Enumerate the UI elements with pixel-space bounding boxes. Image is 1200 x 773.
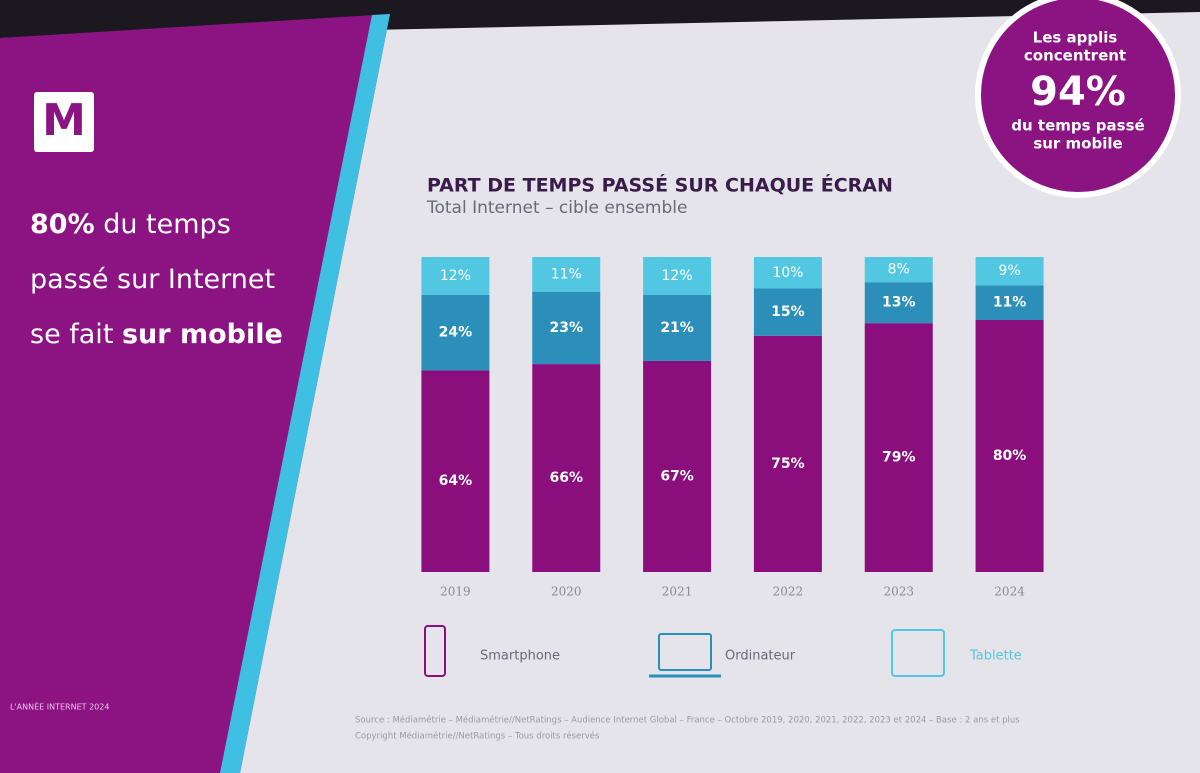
bar-segment [975,257,1044,286]
logo: M [34,92,94,152]
value-label: 11% [551,266,582,282]
value-label: 9% [998,263,1020,279]
source-text: Copyright Médiamétrie//NetRatings – Tous… [355,731,600,742]
value-label: 10% [772,265,803,281]
value-label: 23% [549,320,583,336]
headline-part: 80% [30,209,95,240]
bar-segment [753,257,822,289]
bar-segment [975,320,1044,572]
bar-segment [643,360,712,572]
callout-circle [975,0,1181,198]
bar-segment [421,294,490,371]
callout-figure: 94% [1030,69,1126,115]
source-text: Source : Médiamétrie – Médiamétrie//NetR… [355,715,1020,726]
callout-text: Les applis [1033,29,1118,47]
legend-icon [891,629,945,677]
legend-label: Tablette [969,649,1022,664]
bar-segment [753,335,822,572]
callout-text: concentrent [1024,47,1126,65]
bar-segment [975,285,1044,320]
x-tick-label: 2024 [994,585,1025,599]
footer: L'ANNÉE INTERNET 2024 [10,701,109,712]
x-tick-label: 2019 [440,585,471,599]
callout-text: du temps passé [1011,117,1144,135]
value-label: 80% [993,448,1027,464]
value-label: 12% [440,268,471,284]
headline-part: se fait [30,319,122,350]
x-tick-label: 2021 [662,585,693,599]
bar-segment [532,291,601,365]
bar-segment [421,257,490,295]
value-label: 24% [439,325,473,341]
value-label: 21% [660,320,694,336]
bar-segment [753,288,822,336]
x-tick-label: 2020 [551,585,582,599]
x-tick-label: 2022 [773,585,804,599]
value-label: 8% [888,262,910,278]
headline-part: du temps [95,209,231,240]
bar-segment [864,323,933,572]
headline-part: passé sur Internet [30,264,275,295]
legend-icon [424,625,446,677]
bar-segment [532,257,601,292]
chart-title: PART DE TEMPS PASSÉ SUR CHAQUE ÉCRAN [427,174,893,197]
value-label: 11% [993,295,1027,311]
headline: 80% du temps passé sur Internet se fait su… [30,209,283,350]
legend-icon [658,633,712,671]
bar-segment [864,282,933,324]
left-panel [0,14,390,773]
value-label: 13% [882,295,916,311]
logo-box [34,92,94,152]
chart-subtitle: Total Internet – cible ensemble [426,198,687,218]
value-label: 64% [439,473,473,489]
legend-label: Smartphone [480,649,560,664]
bar-segment [864,257,933,283]
value-label: 75% [771,456,805,472]
logo-text: M [42,95,86,146]
bar-segment [532,364,601,572]
headline-part: sur mobile [122,319,283,350]
bar-segment [643,257,712,295]
bar-segment [421,370,490,572]
value-label: 67% [660,468,694,484]
value-label: 79% [882,450,916,466]
legend-label: Ordinateur [725,649,796,664]
value-label: 15% [771,304,805,320]
panel-stripe [220,14,390,773]
bar-segment [643,294,712,361]
value-label: 66% [549,470,583,486]
callout-text: sur mobile [1033,135,1122,153]
value-label: 12% [662,268,693,284]
source: Source : Médiamétrie – Médiamétrie//NetR… [355,715,1020,742]
chart: 64% 24% 12% 2019 66% 23% 11% 2020 67% 21% 12% 2021 7… [421,257,1044,678]
x-tick-label: 2023 [883,585,914,599]
